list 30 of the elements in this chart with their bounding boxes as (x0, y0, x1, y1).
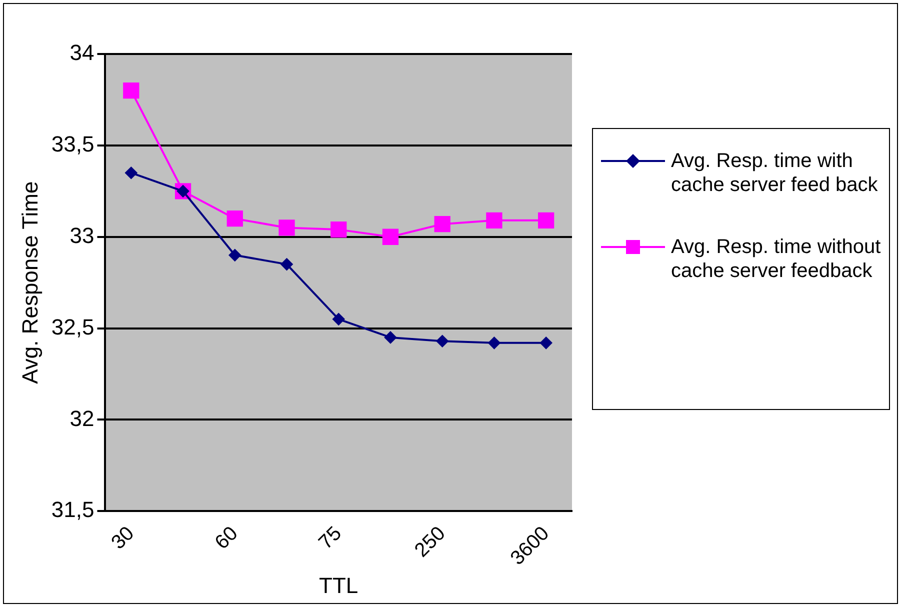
y-tick-label: 33,5 (51, 131, 94, 156)
point (278, 220, 295, 236)
x-tick-label: 60 (211, 522, 242, 554)
y-tick-label: 32,5 (51, 314, 94, 340)
point (228, 249, 241, 262)
point (540, 336, 552, 349)
point (382, 228, 399, 245)
y-tick-label: 33 (70, 222, 94, 248)
y-axis-title: Avg. Response Time (17, 181, 42, 384)
x-tick-label: 250 (410, 522, 450, 562)
x-tick-label: 75 (314, 522, 346, 554)
point (226, 210, 243, 227)
point (434, 216, 450, 232)
point (488, 336, 500, 349)
x-axis-title: TTL (319, 572, 358, 598)
point (330, 221, 347, 238)
point (332, 313, 345, 326)
point (486, 212, 502, 228)
x-tick-label: 30 (107, 522, 139, 554)
legend-label: Avg. Resp. time with cache server feed back (671, 149, 879, 197)
point (280, 258, 293, 270)
y-tick-label: 31,5 (51, 497, 94, 522)
point (538, 212, 554, 228)
legend-label: Avg. Resp. time without cache server feedback (671, 235, 881, 283)
point (123, 82, 140, 99)
y-tick-label: 32 (70, 406, 94, 431)
point (125, 166, 138, 179)
point (436, 335, 448, 348)
y-tick-label: 34 (70, 40, 94, 66)
point (384, 331, 396, 344)
